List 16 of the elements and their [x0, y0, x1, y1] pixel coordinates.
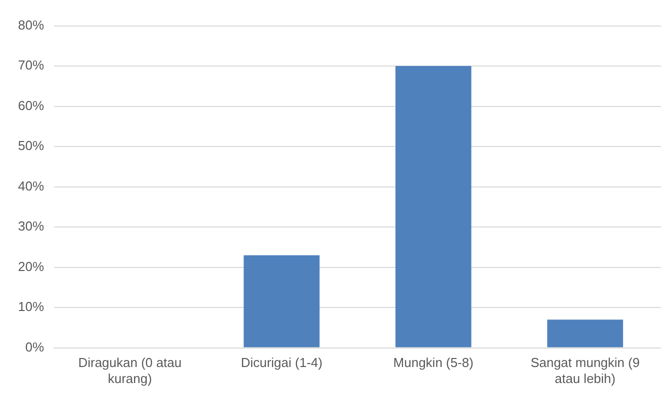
bar: [547, 320, 624, 348]
y-tick-label: 50%: [18, 138, 44, 154]
y-tick-label: 60%: [18, 98, 44, 113]
bar: [244, 255, 320, 348]
y-tick-label: 10%: [18, 299, 44, 314]
y-tick-label: 70%: [18, 58, 44, 73]
y-tick-label: 0%: [25, 339, 44, 354]
x-tick-label: Diragukan (0 atau kurang): [78, 355, 182, 386]
bar: [395, 66, 472, 348]
y-tick-label: 80%: [18, 17, 44, 32]
y-tick-label: 30%: [18, 218, 44, 234]
y-tick-label: 40%: [18, 178, 44, 194]
x-tick-label: Mungkin (5-8): [393, 355, 474, 370]
x-tick-label: Sangat mungkin (9 atau lebih): [530, 355, 640, 386]
y-tick-label: 20%: [18, 258, 44, 274]
x-tick-label: Dicurigai (1-4): [240, 355, 322, 370]
